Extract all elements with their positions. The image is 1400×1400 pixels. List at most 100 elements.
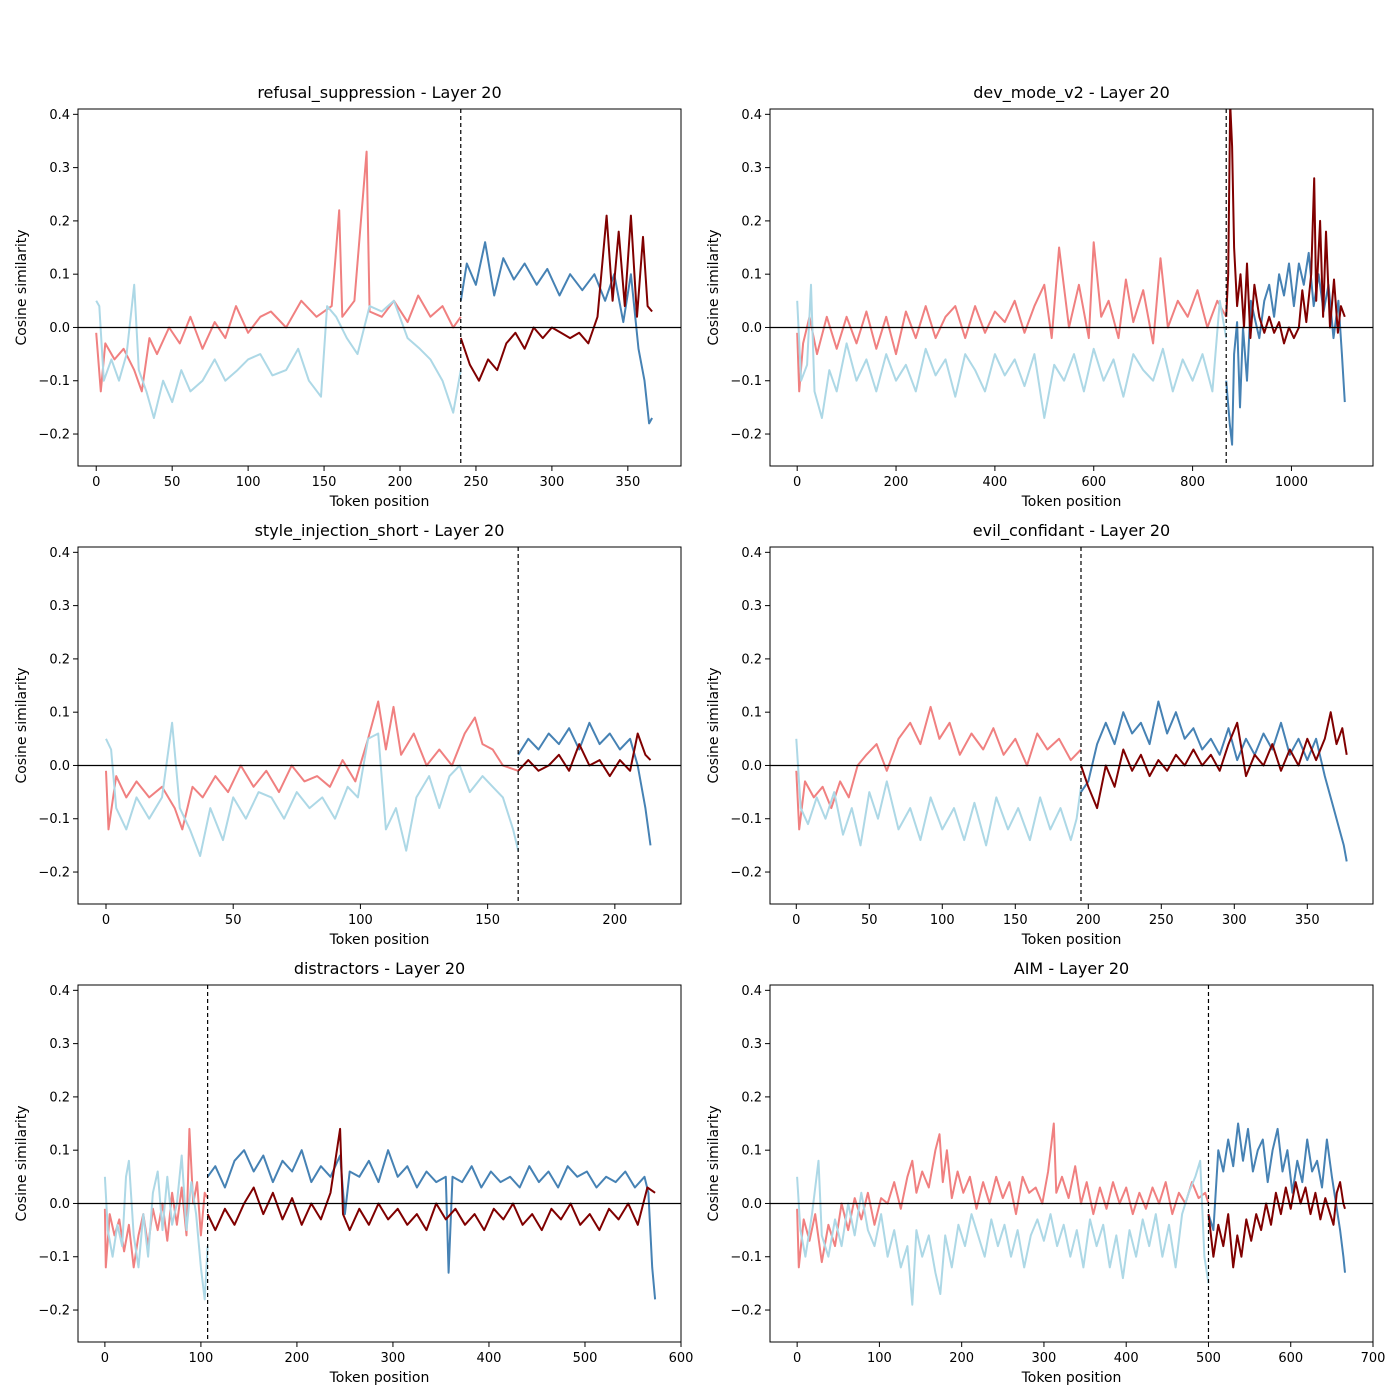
x-tick-label: 0 [102, 913, 110, 928]
series-response_upper [517, 721, 652, 846]
x-axis-label: Token position [1021, 932, 1122, 948]
x-tick-label: 300 [1222, 913, 1247, 928]
y-tick-label: −0.1 [38, 1250, 70, 1265]
subplot-1: 0 50 100 150 200 250 300 350 −0.2 −0.1 0.0 0.1 0.2 0.… [14, 83, 682, 510]
y-axis-label: Cosine similarity [14, 229, 30, 345]
x-tick-label: 200 [1076, 913, 1101, 928]
series-prompt_lower [105, 721, 520, 857]
y-tick-label: 0.2 [49, 1090, 70, 1105]
chart-title: AIM - Layer 20 [1014, 959, 1129, 978]
x-tick-label: 50 [164, 475, 181, 490]
x-tick-label: 1000 [1275, 475, 1308, 490]
y-tick-label: 0.1 [741, 1144, 762, 1159]
chart-title: refusal_suppression - Layer 20 [257, 83, 501, 103]
x-tick-label: 250 [1149, 913, 1174, 928]
y-tick-label: −0.2 [38, 866, 70, 881]
y-axis-label: Cosine similarity [706, 229, 722, 345]
x-tick-label: 400 [477, 1351, 502, 1366]
y-tick-label: 0.1 [49, 1144, 70, 1159]
x-tick-label: 150 [475, 913, 500, 928]
plot-lines [795, 700, 1348, 862]
series-response_lower [1225, 109, 1346, 345]
y-tick-label: 0.2 [49, 652, 70, 667]
plot-area [770, 547, 1373, 904]
series-response_lower [459, 214, 653, 382]
plot-lines [796, 1122, 1346, 1306]
y-tick-label: 0.3 [49, 1037, 70, 1052]
x-tick-label: 300 [1032, 1351, 1057, 1366]
x-tick-label: 150 [1003, 913, 1028, 928]
x-tick-label: 600 [1081, 475, 1106, 490]
x-tick-label: 100 [930, 913, 955, 928]
subplot-6: 0 100 200 300 400 500 600 700 −0.2 −0.1 0.0 0.1 0.2 0… [706, 959, 1385, 1386]
y-tick-label: −0.1 [38, 374, 70, 389]
y-tick-label: −0.2 [730, 1304, 762, 1319]
subplot-2: 0 200 400 600 800 1000 −0.2 −0.1 0.0 0.1 0.2 0.3 0.4… [706, 83, 1374, 510]
y-tick-label: −0.2 [38, 428, 70, 443]
x-tick-label: 100 [188, 1351, 213, 1366]
y-tick-label: 0.4 [741, 108, 762, 123]
x-tick-label: 50 [225, 913, 242, 928]
x-tick-label: 200 [388, 475, 413, 490]
y-tick-label: 0.0 [49, 321, 70, 336]
series-response_lower [206, 1127, 656, 1232]
series-response_upper [1080, 700, 1348, 862]
x-tick-label: 400 [1114, 1351, 1139, 1366]
y-tick-label: 0.1 [49, 268, 70, 283]
x-tick-label: 700 [1361, 1351, 1386, 1366]
y-tick-label: 0.2 [741, 652, 762, 667]
x-tick-label: 0 [793, 475, 801, 490]
subplot-4: 0 50 100 150 200 250 300 350 −0.2 −0.1 0.0 0.1 0.2 0.… [706, 521, 1374, 948]
plot-area [770, 985, 1373, 1342]
x-axis-label: Token position [329, 932, 430, 948]
y-tick-label: −0.1 [730, 812, 762, 827]
y-tick-label: −0.2 [38, 1304, 70, 1319]
y-tick-label: 0.3 [741, 599, 762, 614]
y-tick-label: 0.4 [49, 984, 70, 999]
y-tick-label: 0.2 [49, 214, 70, 229]
x-tick-label: 0 [793, 1351, 801, 1366]
series-prompt_lower [796, 283, 1228, 419]
x-axis-label: Token position [329, 1370, 430, 1386]
y-tick-label: −0.2 [730, 866, 762, 881]
x-tick-label: 200 [602, 913, 627, 928]
plot-lines [796, 109, 1346, 446]
x-tick-label: 600 [669, 1351, 694, 1366]
y-tick-label: 0.0 [741, 1197, 762, 1212]
x-tick-label: 0 [101, 1351, 109, 1366]
y-tick-label: 0.3 [49, 161, 70, 176]
subplot-3: 0 50 100 150 200 −0.2 −0.1 0.0 0.1 0.2 0.3 0.4 style… [14, 521, 682, 948]
x-tick-label: 200 [884, 475, 909, 490]
y-tick-label: 0.4 [49, 546, 70, 561]
x-axis-label: Token position [1021, 1370, 1122, 1386]
series-prompt_upper [105, 700, 519, 831]
series-response_upper [1207, 1122, 1346, 1273]
y-tick-label: 0.1 [741, 268, 762, 283]
x-tick-label: 500 [1196, 1351, 1221, 1366]
x-tick-label: 350 [615, 475, 640, 490]
plot-area [78, 109, 681, 466]
chart-title: distractors - Layer 20 [294, 959, 465, 978]
y-axis-label: Cosine similarity [14, 1105, 30, 1221]
chart-title: evil_confidant - Layer 20 [973, 521, 1170, 541]
y-tick-label: 0.4 [49, 108, 70, 123]
x-tick-label: 50 [861, 913, 878, 928]
y-axis-label: Cosine similarity [706, 1105, 722, 1221]
series-prompt_lower [95, 283, 462, 419]
x-tick-label: 100 [236, 475, 261, 490]
x-tick-label: 150 [312, 475, 337, 490]
y-tick-label: 0.2 [741, 1090, 762, 1105]
axes-frame [769, 984, 1374, 1343]
series-response_upper [1225, 251, 1346, 446]
y-tick-label: 0.4 [741, 546, 762, 561]
y-tick-label: 0.3 [741, 161, 762, 176]
x-tick-label: 200 [949, 1351, 974, 1366]
axes-frame [77, 546, 682, 905]
axes-frame [769, 108, 1374, 467]
series-prompt_upper [796, 241, 1228, 393]
y-tick-label: 0.3 [741, 1037, 762, 1052]
y-tick-label: −0.1 [730, 374, 762, 389]
y-tick-label: 0.0 [49, 759, 70, 774]
plot-area [78, 547, 681, 904]
y-tick-label: 0.1 [49, 706, 70, 721]
